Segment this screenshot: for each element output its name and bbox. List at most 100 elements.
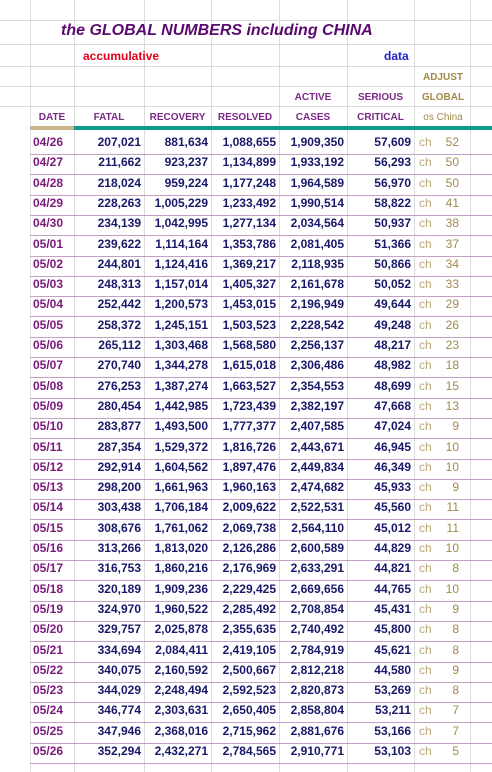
subtitle-data: data [384, 49, 409, 63]
table-row: 05/18 320,189 1,909,236 2,229,425 2,669,656 4… [0, 578, 492, 602]
cell-date: 05/04 [33, 297, 64, 312]
cell-ch: ch [419, 561, 432, 576]
cell-resolved: 1,277,134 [222, 216, 276, 231]
row-separator [30, 438, 492, 440]
cell-adj: 9 [452, 601, 459, 616]
cell-serious: 49,644 [374, 297, 411, 312]
cell-fatal: 352,294 [97, 744, 141, 758]
cell-ch: ch [419, 378, 432, 393]
cell-active: 2,306,486 [290, 358, 344, 373]
cell-resolved: 1,405,327 [222, 277, 276, 292]
cell-ch: ch [419, 358, 432, 373]
cell-serious: 46,945 [374, 439, 411, 454]
cell-recovery: 881,634 [164, 135, 208, 149]
cell-active: 2,669,656 [290, 581, 344, 596]
cell-fatal: 303,438 [97, 500, 141, 515]
cell-serious: 50,937 [374, 216, 411, 231]
cell-adj: 50 [445, 155, 459, 170]
cell-date: 05/21 [33, 642, 64, 657]
cell-fatal: 265,112 [98, 338, 141, 352]
cell-adj: 13 [445, 398, 459, 413]
cell-recovery: 1,387,274 [154, 378, 208, 393]
cell-serious: 53,166 [374, 723, 411, 738]
cell-recovery: 2,303,631 [154, 703, 208, 718]
table-row: 05/20 329,757 2,025,878 2,355,635 2,740,492 4… [0, 618, 492, 643]
row-separator [30, 681, 492, 683]
cell-recovery: 1,200,573 [154, 297, 208, 312]
cell-serious: 53,269 [374, 683, 411, 698]
cell-date: 05/16 [33, 541, 64, 555]
row-separator [30, 519, 492, 521]
cell-resolved: 1,353,786 [222, 236, 276, 251]
cell-resolved: 1,503,523 [222, 317, 276, 332]
cell-adj: 8 [452, 683, 459, 698]
cell-recovery: 1,813,020 [154, 541, 208, 555]
cell-active: 2,633,291 [290, 561, 344, 576]
cell-fatal: 346,774 [97, 703, 141, 718]
cell-fatal: 320,189 [97, 581, 141, 596]
table-row: 05/22 340,075 2,160,592 2,500,667 2,812,218 4… [0, 659, 492, 683]
table-row: 05/11 287,354 1,529,372 1,816,726 2,443,671 4… [0, 436, 492, 460]
cell-active: 2,228,542 [290, 317, 344, 332]
table-row: 05/08 276,253 1,387,274 1,663,527 2,354,553 4… [0, 375, 492, 399]
cell-adj: 52 [445, 135, 459, 149]
cell-recovery: 1,761,062 [154, 520, 208, 535]
cell-adj: 9 [452, 662, 459, 677]
cell-date: 04/28 [33, 175, 64, 190]
cell-serious: 44,821 [374, 561, 411, 576]
header-underline-date [30, 126, 74, 130]
row-separator [30, 377, 492, 379]
grid-line [30, 0, 31, 772]
cell-active: 2,858,804 [290, 703, 344, 718]
cell-ch: ch [419, 439, 432, 454]
cell-ch: ch [419, 622, 432, 637]
row-separator [30, 397, 492, 399]
cell-adj: 33 [445, 277, 459, 292]
cell-serious: 48,217 [374, 338, 411, 352]
grid-line [347, 0, 348, 772]
cell-resolved: 2,650,405 [222, 703, 276, 718]
table-row: 05/05 258,372 1,245,151 1,503,523 2,228,542 4… [0, 314, 492, 338]
cell-adj: 37 [445, 236, 459, 251]
row-separator [30, 600, 492, 602]
row-separator [30, 499, 492, 501]
header-resolved: RESOLVED [217, 112, 273, 123]
cell-fatal: 239,622 [97, 236, 141, 251]
grid-line [0, 20, 492, 21]
cell-active: 2,196,949 [290, 297, 344, 312]
cell-recovery: 2,025,878 [154, 622, 208, 637]
cell-serious: 45,621 [374, 642, 411, 657]
table-row: 04/29 228,263 1,005,229 1,233,492 1,990,514 5… [0, 192, 492, 216]
cell-resolved: 1,897,476 [222, 459, 276, 474]
cell-resolved: 2,715,962 [222, 723, 276, 738]
table-row: 05/24 346,774 2,303,631 2,650,405 2,858,804 5… [0, 699, 492, 724]
grid-line [211, 0, 212, 772]
cell-adj: 18 [445, 358, 459, 373]
cell-active: 2,600,589 [290, 541, 344, 555]
cell-ch: ch [419, 216, 432, 231]
cell-active: 2,081,405 [290, 236, 344, 251]
cell-fatal: 329,757 [97, 622, 141, 637]
cell-recovery: 1,157,014 [154, 277, 208, 292]
cell-resolved: 1,134,899 [222, 155, 276, 170]
cell-resolved: 1,723,439 [222, 398, 276, 413]
row-separator [30, 336, 492, 338]
cell-date: 05/19 [33, 601, 64, 616]
cell-resolved: 1,615,018 [222, 358, 276, 373]
table-row: 05/14 303,438 1,706,184 2,009,622 2,522,531 4… [0, 496, 492, 521]
cell-fatal: 228,263 [97, 195, 141, 210]
header-adjust-top: ADJUST [422, 72, 463, 83]
cell-serious: 53,103 [374, 744, 411, 758]
cell-fatal: 313,266 [97, 541, 141, 555]
row-separator [30, 661, 492, 663]
cell-resolved: 1,088,655 [222, 135, 276, 149]
cell-serious: 57,609 [374, 135, 411, 149]
cell-recovery: 1,124,416 [154, 256, 208, 271]
cell-recovery: 959,224 [164, 175, 208, 190]
cell-resolved: 2,500,667 [222, 662, 276, 677]
grid-line [279, 0, 280, 772]
cell-recovery: 1,960,522 [154, 601, 208, 616]
cell-date: 04/30 [33, 216, 64, 231]
cell-recovery: 1,114,164 [155, 236, 208, 251]
